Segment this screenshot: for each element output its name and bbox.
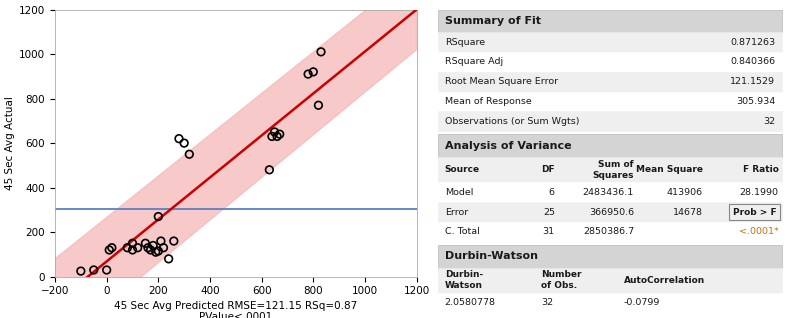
Point xyxy=(87,267,100,273)
Text: Watson: Watson xyxy=(445,281,483,290)
Text: 2.0580778: 2.0580778 xyxy=(445,298,496,307)
Point xyxy=(152,249,164,254)
Point xyxy=(149,250,162,255)
Bar xyxy=(438,222,782,242)
Text: 32: 32 xyxy=(763,117,775,126)
Bar xyxy=(438,134,782,157)
Point xyxy=(139,241,152,246)
Text: RSquare: RSquare xyxy=(445,38,485,47)
Text: AutoCorrelation: AutoCorrelation xyxy=(623,276,705,285)
Point xyxy=(157,245,170,250)
Text: 32: 32 xyxy=(541,298,553,307)
X-axis label: 45 Sec Avg Predicted RMSE=121.15 RSq=0.87
PValue<.0001: 45 Sec Avg Predicted RMSE=121.15 RSq=0.8… xyxy=(114,301,358,318)
Text: DF: DF xyxy=(542,165,555,174)
Text: Model: Model xyxy=(445,188,473,197)
Point xyxy=(271,134,284,139)
Text: 413906: 413906 xyxy=(667,188,703,197)
Text: RSquare Adj: RSquare Adj xyxy=(445,57,503,66)
Text: Prob > F: Prob > F xyxy=(733,208,777,217)
Bar xyxy=(438,10,782,32)
Point xyxy=(266,134,278,139)
Point xyxy=(183,152,196,157)
Bar xyxy=(438,157,782,182)
Bar xyxy=(438,32,782,52)
Point xyxy=(263,167,276,172)
Point xyxy=(127,247,139,252)
Text: 2850386.7: 2850386.7 xyxy=(583,227,634,236)
Point xyxy=(274,132,286,137)
Text: C. Total: C. Total xyxy=(445,227,479,236)
Text: Summary of Fit: Summary of Fit xyxy=(445,16,541,26)
Point xyxy=(155,238,167,244)
Point xyxy=(163,256,175,261)
Bar xyxy=(438,202,782,222)
Point xyxy=(141,245,154,250)
Text: Mean of Response: Mean of Response xyxy=(445,97,531,106)
Point xyxy=(268,129,281,135)
Text: Number: Number xyxy=(541,270,582,279)
Bar xyxy=(438,182,782,202)
Text: 31: 31 xyxy=(542,227,555,236)
Point xyxy=(173,136,185,141)
Bar xyxy=(438,267,782,293)
Text: 0.871263: 0.871263 xyxy=(730,38,775,47)
Point xyxy=(152,214,164,219)
Bar xyxy=(438,52,782,72)
Text: Analysis of Variance: Analysis of Variance xyxy=(445,141,571,151)
Bar xyxy=(438,72,782,92)
Point xyxy=(312,103,325,108)
Bar xyxy=(438,111,782,131)
Point xyxy=(131,245,144,250)
Text: 0.840366: 0.840366 xyxy=(730,57,775,66)
Y-axis label: 45 Sec Avg Actual: 45 Sec Avg Actual xyxy=(5,96,15,190)
Bar xyxy=(438,293,782,313)
Text: Durbin-Watson: Durbin-Watson xyxy=(445,251,538,261)
Point xyxy=(147,243,160,248)
Text: 366950.6: 366950.6 xyxy=(589,208,634,217)
Point xyxy=(307,69,320,74)
Point xyxy=(314,49,327,54)
Bar xyxy=(438,245,782,267)
Point xyxy=(145,247,157,252)
Bar xyxy=(729,204,780,220)
Text: F Ratio: F Ratio xyxy=(743,165,779,174)
Text: 2483436.1: 2483436.1 xyxy=(582,188,634,197)
Text: of Obs.: of Obs. xyxy=(541,281,577,290)
Text: Mean Square: Mean Square xyxy=(636,165,703,174)
Text: <.0001*: <.0001* xyxy=(739,227,779,236)
Point xyxy=(75,268,87,273)
Text: 28.1990: 28.1990 xyxy=(740,188,779,197)
Text: Sum of: Sum of xyxy=(598,160,634,169)
Text: -0.0799: -0.0799 xyxy=(623,298,660,307)
Text: 305.934: 305.934 xyxy=(736,97,775,106)
Text: 121.1529: 121.1529 xyxy=(730,77,775,86)
Text: 25: 25 xyxy=(543,208,555,217)
Point xyxy=(105,245,118,250)
Point xyxy=(167,238,180,244)
Text: 6: 6 xyxy=(549,188,555,197)
Text: Observations (or Sum Wgts): Observations (or Sum Wgts) xyxy=(445,117,579,126)
Point xyxy=(302,72,314,77)
Text: 14678: 14678 xyxy=(673,208,703,217)
Point xyxy=(178,141,190,146)
Text: Squares: Squares xyxy=(593,171,634,180)
Text: Error: Error xyxy=(445,208,468,217)
Text: Source: Source xyxy=(445,165,479,174)
Point xyxy=(121,245,134,250)
Point xyxy=(103,247,116,252)
Point xyxy=(101,267,113,273)
Point xyxy=(127,241,139,246)
Text: Root Mean Square Error: Root Mean Square Error xyxy=(445,77,558,86)
Bar xyxy=(438,92,782,111)
Text: Durbin-: Durbin- xyxy=(445,270,483,279)
